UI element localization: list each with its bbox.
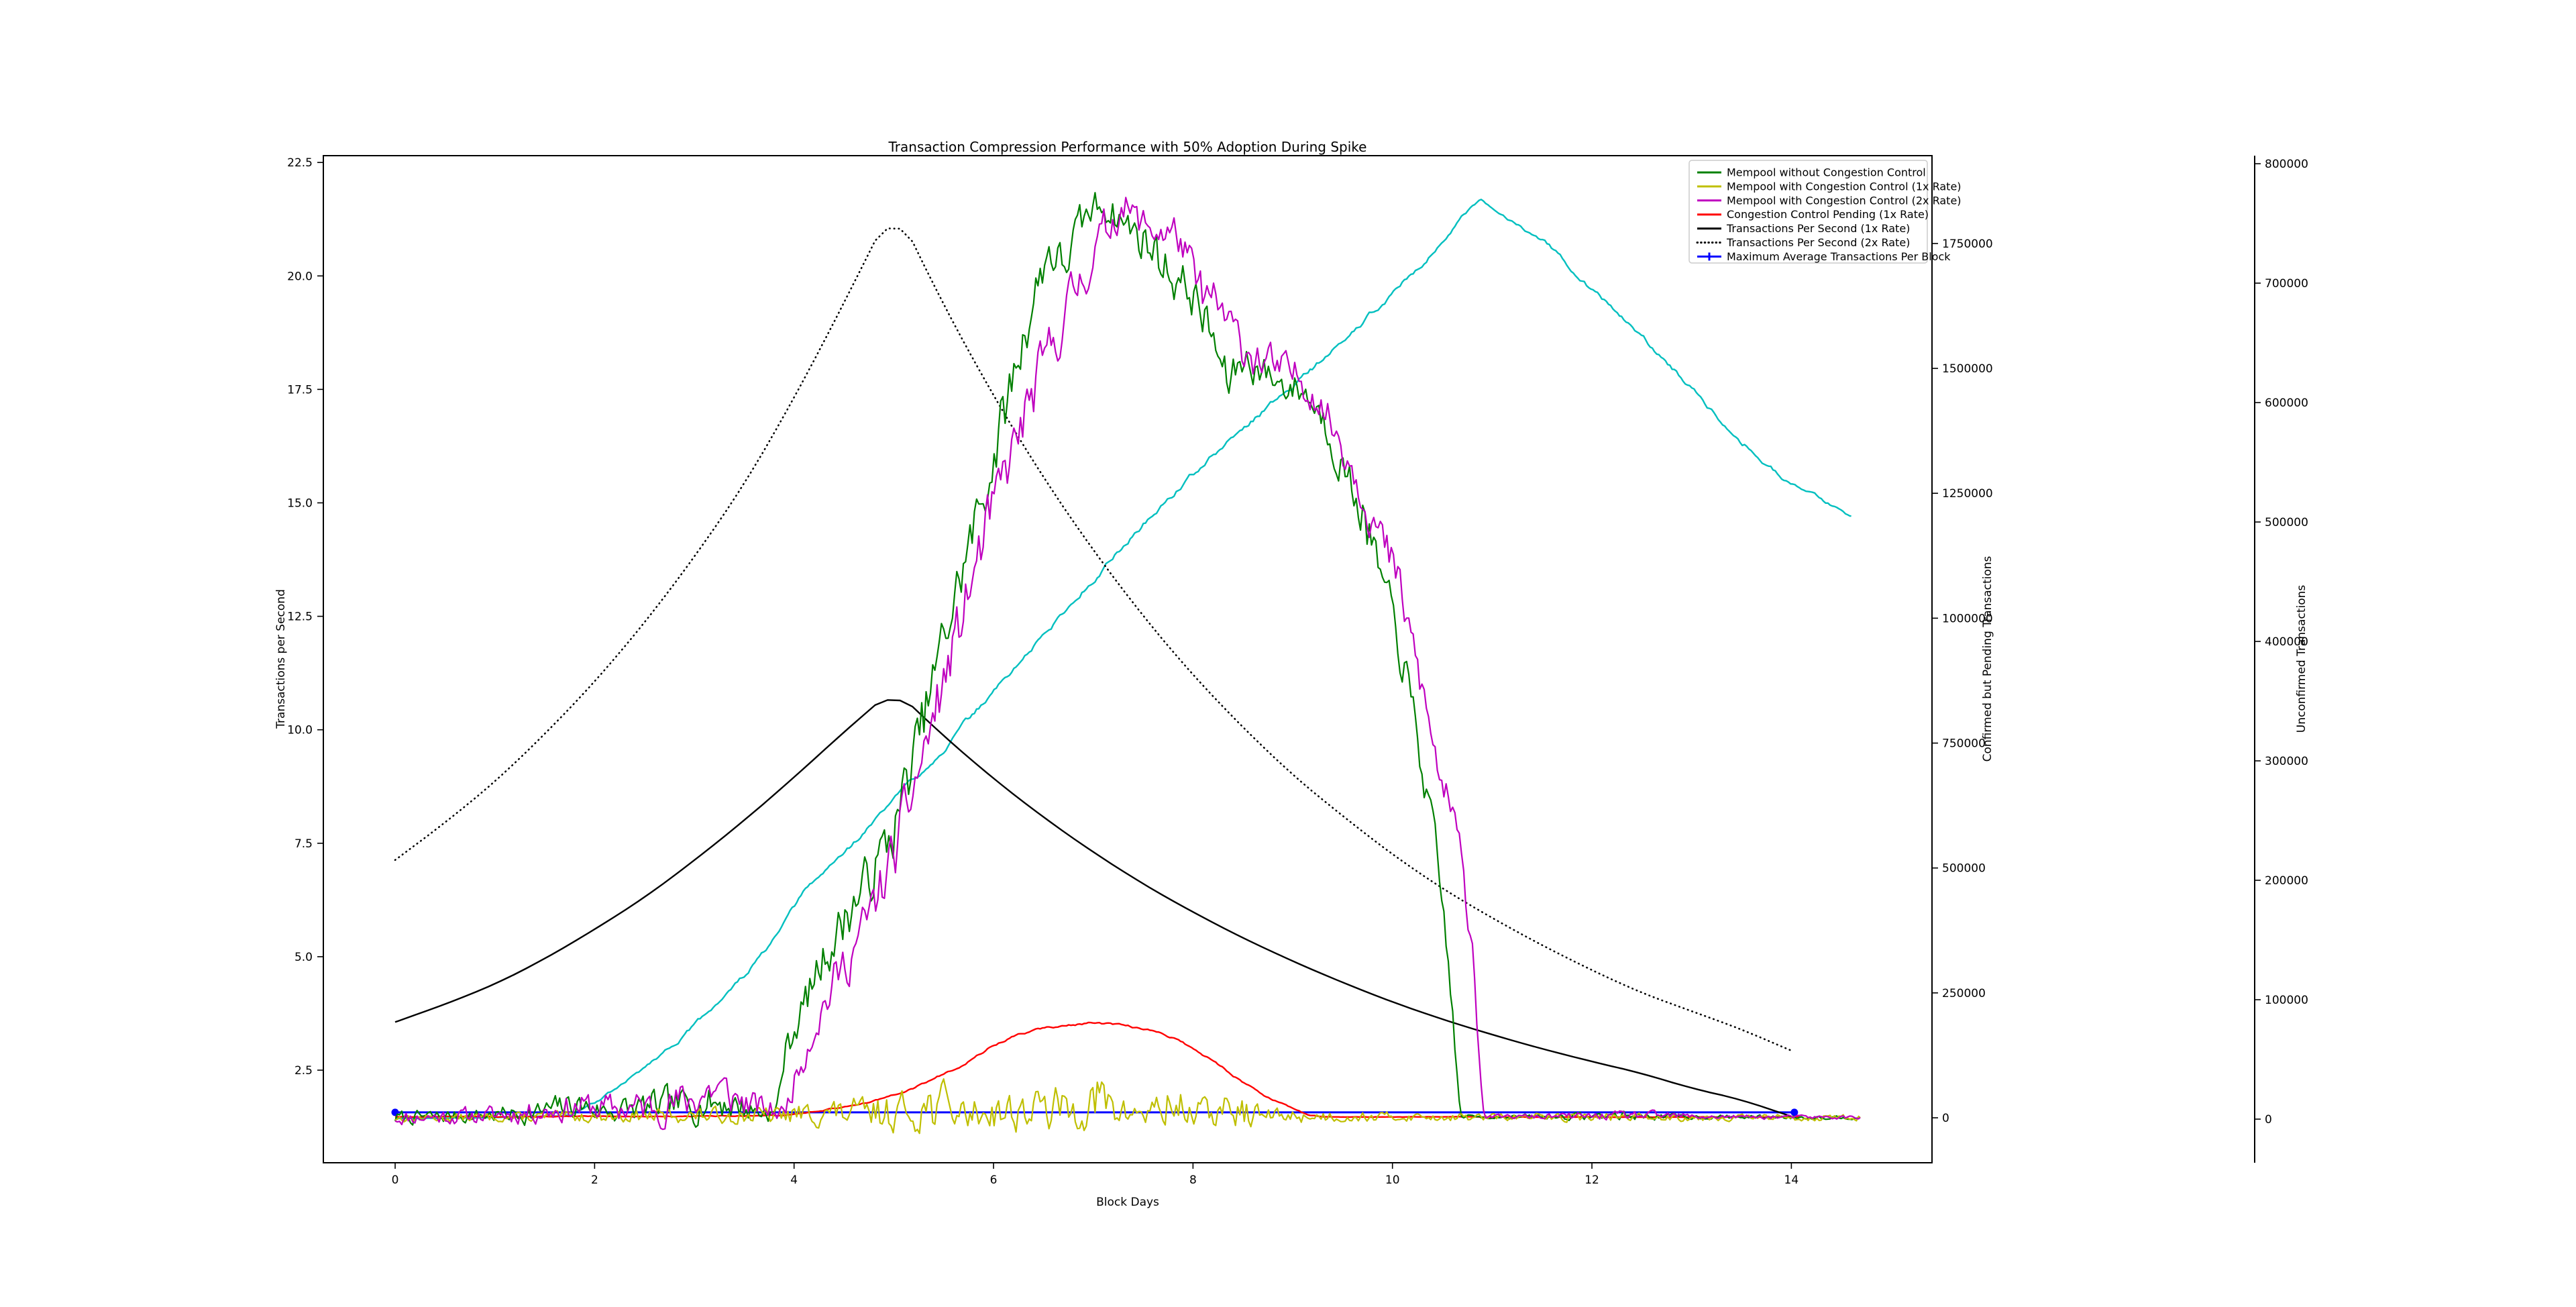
y-pending-tick-label: 750000 bbox=[1942, 737, 1986, 751]
series-transactions-per-second-2x bbox=[394, 227, 1792, 1052]
legend: Mempool without Congestion ControlMempoo… bbox=[1688, 160, 1962, 264]
series-congestion-control-pending-1x bbox=[394, 1021, 1802, 1118]
y-unconfirmed-tick-label: 0 bbox=[2265, 1113, 2272, 1127]
plot-series bbox=[391, 192, 1861, 1135]
x-tick-label: 14 bbox=[1784, 1173, 1799, 1187]
y-unconfirmed-tick-label: 200000 bbox=[2265, 874, 2308, 888]
y-unconfirmed-tick-label: 300000 bbox=[2265, 755, 2308, 768]
legend-entry: Transactions Per Second (1x Rate) bbox=[1697, 222, 1910, 235]
y-axis-pending: 0 250000 500000 750000 1000000 1250000 1500000… bbox=[1932, 238, 1993, 1125]
y-unconfirmed-tick-label: 400000 bbox=[2265, 635, 2308, 649]
legend-entry: Mempool with Congestion Control (1x Rate… bbox=[1697, 180, 1962, 193]
series-mempool-with-congestion-control-2x bbox=[394, 197, 1861, 1131]
y-unconfirmed-tick-label: 700000 bbox=[2265, 277, 2308, 291]
x-tick-label: 8 bbox=[1189, 1173, 1197, 1187]
series-unconfirmed-transactions bbox=[394, 199, 1851, 1120]
y-unconfirmed-tick-label: 800000 bbox=[2265, 158, 2308, 171]
y-unconfirmed-tick-label: 600000 bbox=[2265, 397, 2308, 410]
legend-entry-label: Transactions Per Second (2x Rate) bbox=[1726, 236, 1910, 249]
x-tick-label: 2 bbox=[591, 1173, 598, 1187]
legend-entry: Transactions Per Second (2x Rate) bbox=[1696, 236, 1910, 249]
y-left-tick-label: 7.5 bbox=[294, 837, 313, 851]
y-left-tick-label: 22.5 bbox=[287, 156, 313, 170]
y-pending-tick-label: 500000 bbox=[1942, 862, 1986, 876]
y-left-tick-label: 2.5 bbox=[294, 1064, 313, 1078]
y-left-tick-label: 12.5 bbox=[287, 611, 313, 624]
legend-entry: Maximum Average Transactions Per Block bbox=[1697, 250, 1951, 263]
series-max-average-transactions-per-block-end-marker bbox=[1790, 1108, 1799, 1116]
y-unconfirmed-tick-label: 100000 bbox=[2265, 994, 2308, 1007]
x-axis-label: Block Days bbox=[1096, 1196, 1159, 1209]
chart-title: Transaction Compression Performance with… bbox=[888, 139, 1367, 155]
y-pending-tick-label: 1500000 bbox=[1942, 362, 1993, 376]
legend-entry-label: Transactions Per Second (1x Rate) bbox=[1726, 222, 1910, 235]
y-axis-left-label: Transactions per Second bbox=[274, 589, 288, 729]
x-tick-label: 4 bbox=[790, 1173, 798, 1187]
plot-border bbox=[323, 155, 1933, 1163]
legend-entry-label: Congestion Control Pending (1x Rate) bbox=[1727, 208, 1929, 221]
y-axis-unconfirmed: 0 100000 200000 300000 400000 500000 600000 700… bbox=[2254, 156, 2308, 1163]
x-tick-label: 0 bbox=[392, 1173, 399, 1187]
legend-entry-label: Mempool with Congestion Control (1x Rate… bbox=[1727, 180, 1962, 193]
legend-entry-label: Mempool with Congestion Control (2x Rate… bbox=[1727, 194, 1962, 207]
y-left-tick-label: 17.5 bbox=[287, 383, 313, 397]
plot-axes: 0 2 4 6 8 10 12 14 2.5 5.0 7.5 10.0 12.5 15.0 17.5 20.0… bbox=[287, 155, 2308, 1187]
legend-entry: Mempool without Congestion Control bbox=[1697, 166, 1926, 179]
legend-entry-label: Mempool without Congestion Control bbox=[1727, 166, 1926, 179]
y-left-tick-label: 20.0 bbox=[287, 270, 313, 283]
y-axis-left: 2.5 5.0 7.5 10.0 12.5 15.0 17.5 20.0 22.5 bbox=[287, 156, 323, 1078]
y-left-tick-label: 15.0 bbox=[287, 496, 313, 510]
x-tick-label: 12 bbox=[1585, 1173, 1599, 1187]
x-tick-label: 10 bbox=[1385, 1173, 1400, 1187]
legend-entry-label: Maximum Average Transactions Per Block bbox=[1727, 250, 1951, 263]
legend-box bbox=[1688, 160, 1928, 264]
y-unconfirmed-tick-label: 500000 bbox=[2265, 516, 2308, 529]
x-axis: 0 2 4 6 8 10 12 14 bbox=[392, 1163, 1799, 1187]
y-left-tick-label: 5.0 bbox=[294, 951, 313, 964]
y-axis-unconfirmed-label: Unconfirmed Transactions bbox=[2295, 585, 2308, 733]
y-pending-tick-label: 1250000 bbox=[1942, 487, 1993, 501]
y-axis-pending-label: Confirmed but Pending Transactions bbox=[1981, 556, 1994, 762]
y-pending-tick-label: 1000000 bbox=[1942, 612, 1993, 625]
y-left-tick-label: 10.0 bbox=[287, 724, 313, 737]
y-pending-tick-label: 0 bbox=[1942, 1112, 1949, 1125]
series-mempool-with-congestion-control-1x bbox=[394, 1078, 1861, 1135]
y-pending-tick-label: 250000 bbox=[1942, 987, 1986, 1000]
series-transactions-per-second-1x bbox=[394, 699, 1792, 1118]
legend-entry: Mempool with Congestion Control (2x Rate… bbox=[1697, 194, 1962, 207]
x-tick-label: 6 bbox=[990, 1173, 998, 1187]
legend-entry: Congestion Control Pending (1x Rate) bbox=[1697, 208, 1929, 221]
y-pending-tick-label: 1750000 bbox=[1942, 238, 1993, 251]
